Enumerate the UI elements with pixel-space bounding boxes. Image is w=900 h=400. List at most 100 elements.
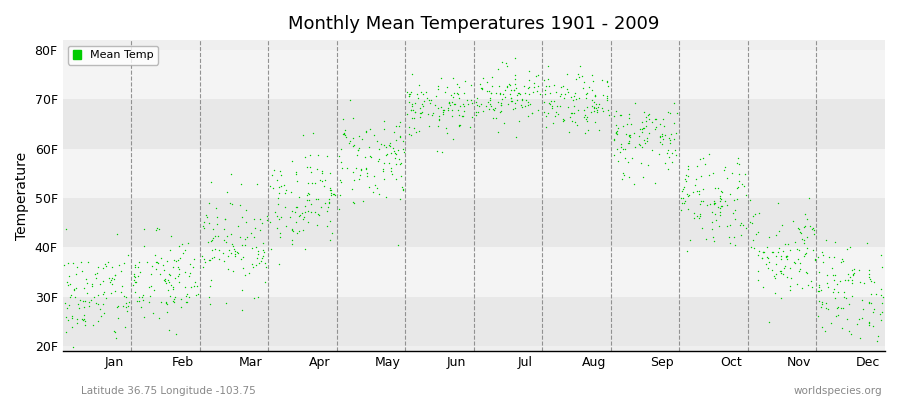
Point: [284, 188, 299, 195]
Point: [432, 116, 446, 122]
Point: [800, 269, 814, 276]
Point: [264, 246, 278, 253]
Point: [221, 247, 236, 253]
Point: [88, 270, 103, 277]
Point: [485, 82, 500, 89]
Point: [298, 208, 312, 215]
Point: [618, 146, 633, 152]
Point: [564, 94, 579, 100]
Point: [57, 262, 71, 268]
Point: [491, 129, 506, 135]
Point: [445, 92, 459, 98]
Point: [91, 301, 105, 307]
Point: [359, 129, 374, 135]
Point: [429, 148, 444, 155]
Point: [212, 247, 227, 254]
Point: [862, 267, 877, 273]
Point: [504, 95, 518, 101]
Point: [819, 300, 833, 307]
Point: [795, 235, 809, 242]
Point: [554, 84, 568, 90]
Point: [61, 273, 76, 279]
Point: [379, 151, 393, 158]
Point: [589, 119, 603, 125]
Point: [755, 255, 770, 261]
Point: [274, 183, 288, 189]
Point: [172, 271, 186, 278]
Point: [660, 150, 674, 156]
Point: [327, 191, 341, 197]
Point: [333, 177, 347, 183]
Point: [667, 120, 681, 127]
Point: [104, 275, 119, 281]
Point: [301, 219, 315, 225]
Point: [737, 171, 751, 178]
Point: [446, 136, 460, 142]
Point: [676, 195, 690, 201]
Point: [202, 283, 217, 290]
Point: [557, 94, 572, 101]
Point: [86, 294, 101, 300]
Point: [230, 249, 245, 255]
Point: [453, 122, 467, 128]
Point: [245, 245, 259, 252]
Point: [627, 129, 642, 136]
Point: [778, 253, 793, 260]
Point: [628, 100, 643, 107]
Point: [81, 299, 95, 305]
Point: [521, 68, 535, 74]
Point: [664, 131, 679, 138]
Point: [96, 265, 111, 272]
Point: [635, 174, 650, 180]
Point: [579, 90, 593, 97]
Point: [259, 213, 274, 220]
Point: [614, 112, 628, 118]
Point: [709, 217, 724, 223]
Point: [86, 322, 100, 328]
Point: [690, 162, 705, 169]
Point: [571, 122, 585, 128]
Point: [228, 251, 242, 257]
Point: [765, 267, 779, 273]
Point: [270, 225, 284, 232]
Point: [284, 237, 299, 243]
Point: [226, 243, 240, 249]
Point: [396, 145, 410, 152]
Point: [724, 240, 738, 246]
Point: [464, 82, 478, 88]
Point: [166, 286, 180, 292]
Point: [332, 192, 347, 198]
Point: [247, 294, 261, 301]
Point: [798, 251, 813, 257]
Point: [847, 266, 861, 272]
Point: [148, 259, 163, 265]
Point: [665, 159, 680, 166]
Point: [234, 181, 248, 187]
Point: [377, 118, 392, 124]
Point: [205, 236, 220, 243]
Point: [499, 60, 513, 66]
Point: [283, 214, 297, 220]
Point: [290, 204, 304, 210]
Point: [774, 268, 788, 274]
Point: [842, 274, 857, 281]
Point: [350, 152, 365, 159]
Point: [769, 271, 783, 277]
Point: [580, 114, 594, 121]
Point: [874, 292, 888, 298]
Point: [346, 186, 360, 192]
Point: [837, 294, 851, 300]
Point: [678, 198, 692, 204]
Point: [543, 90, 557, 96]
Point: [221, 266, 236, 272]
Point: [442, 99, 456, 106]
Point: [111, 315, 125, 322]
Point: [664, 150, 679, 156]
Point: [541, 110, 555, 116]
Point: [452, 112, 466, 118]
Point: [137, 314, 151, 320]
Point: [297, 246, 311, 252]
Point: [206, 235, 220, 242]
Point: [62, 280, 77, 287]
Point: [470, 102, 484, 108]
